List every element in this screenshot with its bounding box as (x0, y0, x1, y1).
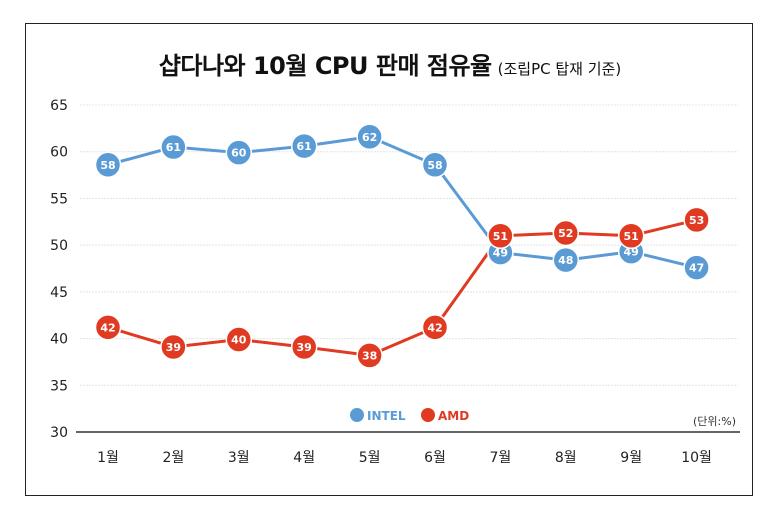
data-point-intel (225, 139, 253, 166)
data-point-amd (487, 222, 514, 250)
x-tick-label: 7월 (490, 450, 512, 466)
data-point-amd (617, 222, 645, 250)
data-point-amd (290, 333, 318, 361)
chart-subtitle: (조립PC 탑재 기준) (497, 60, 622, 78)
data-point-intel (683, 254, 710, 281)
data-label-amd: 53 (689, 214, 704, 227)
x-tick-label: 10월 (681, 450, 712, 466)
legend-marker-amd (421, 408, 435, 422)
y-tick-label: 45 (50, 285, 68, 301)
data-label-intel: 58 (427, 159, 442, 172)
x-tick-label: 9월 (620, 450, 642, 466)
data-label-intel: 62 (362, 131, 377, 144)
y-tick-label: 50 (50, 238, 68, 254)
data-point-amd (421, 314, 449, 341)
data-point-intel (94, 151, 122, 179)
legend-label-intel: INTEL (367, 409, 406, 423)
data-point-amd (683, 206, 710, 234)
data-label-amd: 40 (231, 334, 247, 347)
data-label-amd: 38 (362, 349, 377, 362)
x-tick-label: 4월 (293, 450, 315, 466)
data-point-intel (356, 123, 383, 151)
y-tick-label: 55 (50, 191, 68, 207)
y-tick-label: 60 (50, 145, 68, 161)
data-label-amd: 42 (100, 321, 115, 334)
data-point-intel (160, 133, 187, 161)
data-label-intel: 49 (493, 247, 508, 260)
chart-frame (25, 23, 753, 496)
data-label-amd: 42 (427, 321, 442, 334)
x-tick-label: 8월 (555, 450, 577, 466)
data-label-intel: 61 (166, 141, 181, 154)
data-point-intel (552, 246, 580, 274)
legend-label-amd: AMD (438, 409, 469, 423)
data-label-intel: 47 (689, 262, 704, 275)
chart-title: 샵다나와 10월 CPU 판매 점유율 (158, 52, 492, 80)
data-label-intel: 49 (624, 246, 639, 259)
data-point-intel (290, 132, 318, 160)
x-tick-label: 3월 (228, 450, 250, 466)
data-label-intel: 48 (558, 254, 573, 267)
data-point-amd (94, 314, 122, 341)
unit-note: (단위:%) (693, 415, 736, 428)
data-label-intel: 61 (297, 140, 312, 153)
data-point-amd (225, 326, 253, 353)
y-tick-label: 65 (50, 98, 68, 114)
data-label-intel: 58 (100, 159, 115, 172)
data-point-amd (160, 333, 187, 361)
legend-marker-intel (350, 408, 364, 422)
data-label-amd: 39 (166, 341, 181, 354)
x-tick-label: 6월 (424, 450, 446, 466)
x-tick-label: 2월 (163, 450, 185, 466)
data-label-amd: 39 (297, 341, 312, 354)
data-label-amd: 51 (624, 230, 639, 243)
y-tick-label: 30 (50, 425, 68, 441)
x-tick-label: 1월 (97, 450, 119, 466)
y-tick-label: 35 (50, 378, 68, 394)
data-label-amd: 51 (493, 230, 508, 243)
data-point-intel (421, 151, 449, 179)
series-line-amd (107, 218, 697, 357)
series-line-intel (107, 135, 697, 270)
chart-title-block: 샵다나와 10월 CPU 판매 점유율 (조립PC 탑재 기준) (0, 46, 780, 81)
data-point-amd (552, 219, 580, 247)
x-tick-label: 5월 (359, 450, 381, 466)
data-point-amd (356, 342, 383, 369)
data-label-amd: 52 (558, 227, 573, 240)
y-tick-label: 40 (50, 332, 68, 348)
data-label-intel: 60 (231, 147, 247, 160)
